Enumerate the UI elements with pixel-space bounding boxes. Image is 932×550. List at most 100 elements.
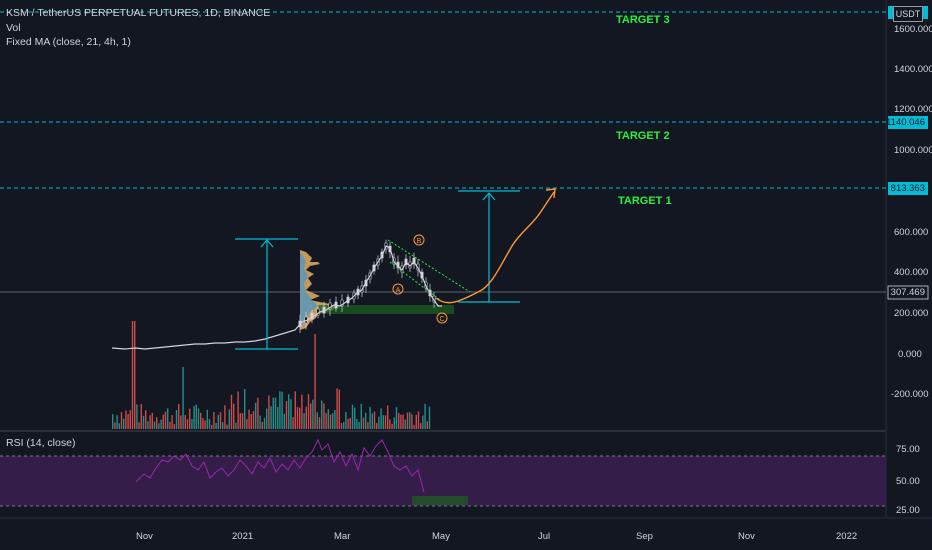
volume-bar <box>123 418 125 429</box>
support-zone[interactable] <box>318 305 454 314</box>
volume-bar <box>140 404 142 429</box>
volume-bar <box>164 411 167 429</box>
volume-bar <box>279 391 281 429</box>
volume-bar <box>307 394 310 429</box>
volume-bar <box>162 414 164 429</box>
price-tag-bg-last <box>887 285 929 300</box>
volume-legend[interactable]: Vol <box>6 21 21 34</box>
volume-bar <box>131 321 134 429</box>
volume-bar <box>426 421 428 429</box>
volume-bar <box>360 403 362 429</box>
price-axis-label: 400.000 <box>894 267 929 278</box>
volume-bar <box>246 419 248 429</box>
candle-body <box>328 302 332 310</box>
volume-bar <box>158 423 160 429</box>
volume-bar <box>290 399 292 429</box>
currency-button[interactable]: USDT <box>893 6 923 22</box>
volume-bar <box>248 409 250 429</box>
volume-bar <box>147 421 149 429</box>
channel-lower[interactable] <box>389 261 441 301</box>
volume-bar <box>268 395 270 429</box>
volume-bar <box>285 401 288 429</box>
volume-bar <box>239 413 241 429</box>
volume-bar <box>389 419 391 429</box>
projection-path[interactable] <box>435 191 555 304</box>
target-3-label[interactable]: TARGET 3 <box>616 14 670 26</box>
wave-label-c: C <box>439 316 444 323</box>
time-axis-label: Mar <box>334 531 351 542</box>
volume-bar <box>261 421 263 429</box>
volume-bar <box>384 415 387 429</box>
volume-bar <box>259 415 261 429</box>
volume-bar <box>312 399 314 429</box>
volume-bar <box>382 415 384 429</box>
volume-bar <box>332 413 334 429</box>
wave-label-a: A <box>396 287 401 294</box>
wave-circle-b[interactable] <box>413 234 425 246</box>
volume-bar <box>314 334 316 429</box>
rsi-oversold-box[interactable] <box>412 496 468 505</box>
price-axis-label: 600.000 <box>894 227 929 238</box>
volume-bar <box>202 417 204 429</box>
volume-bar <box>334 410 336 429</box>
volume-bar <box>189 408 191 429</box>
measure-left[interactable] <box>235 238 298 350</box>
volume-bar <box>175 410 178 429</box>
projection-arrowhead <box>545 188 556 199</box>
volume-bar <box>365 412 367 429</box>
volume-bar <box>277 406 279 429</box>
chart-legend[interactable]: KSM / TetherUS PERPETUAL FUTURES, 1D, BI… <box>6 6 270 50</box>
price-pane[interactable] <box>0 0 886 430</box>
price-axis-label: 1000.000 <box>894 145 932 156</box>
volume-bar <box>116 415 118 429</box>
volume-bar <box>217 415 219 429</box>
volume-bar <box>182 367 184 429</box>
ma-legend[interactable]: Fixed MA (close, 21, 4h, 1) <box>6 36 131 48</box>
volume-bar <box>424 403 426 429</box>
wave-circle-c[interactable] <box>436 312 448 324</box>
volume-bar <box>362 417 365 429</box>
volume-bar <box>129 410 131 429</box>
volume-bar <box>303 413 305 429</box>
volume-bar <box>250 414 252 429</box>
volume-bar <box>327 409 329 429</box>
rsi-axis-label: 50.00 <box>896 476 920 487</box>
volume-bar <box>318 417 321 429</box>
volume-bar <box>266 408 268 429</box>
channel-upper[interactable] <box>387 239 471 293</box>
target-1-label[interactable]: TARGET 1 <box>618 195 672 207</box>
volume-bar <box>138 422 140 429</box>
volume-bar <box>178 404 180 429</box>
time-axis-label: Sep <box>636 531 653 542</box>
rsi-title[interactable]: RSI (14, close) <box>6 437 76 449</box>
volume-bar <box>114 422 116 429</box>
volume-bar <box>373 411 376 429</box>
volume-bar <box>270 406 272 429</box>
volume-bar <box>230 394 233 429</box>
volume-bar <box>367 422 369 429</box>
volume-bar <box>191 419 193 429</box>
volume-bar <box>422 415 424 429</box>
volume-bar <box>252 411 255 429</box>
volume-bar <box>151 413 153 429</box>
early-price-line <box>111 245 442 350</box>
wave-label-b: B <box>417 238 422 245</box>
volume-bar <box>340 423 343 429</box>
volume-bar <box>219 412 222 429</box>
volume-bar <box>409 412 411 429</box>
volume-bar <box>204 420 206 429</box>
volume-bar <box>241 413 244 429</box>
volume-bar <box>235 422 237 429</box>
symbol-title[interactable]: KSM / TetherUS PERPETUAL FUTURES, 1D, BI… <box>6 7 271 19</box>
volume-bar <box>336 388 338 429</box>
volume-bar <box>351 404 354 429</box>
volume-bar <box>400 414 402 429</box>
price-tag-bg-target1 <box>888 182 928 195</box>
volume-bar <box>354 407 356 429</box>
volume-bar <box>167 408 169 429</box>
volume-bar <box>420 423 422 429</box>
target-2-label[interactable]: TARGET 2 <box>616 130 670 142</box>
volume-bar <box>184 415 186 429</box>
wave-circle-a[interactable] <box>392 283 404 295</box>
